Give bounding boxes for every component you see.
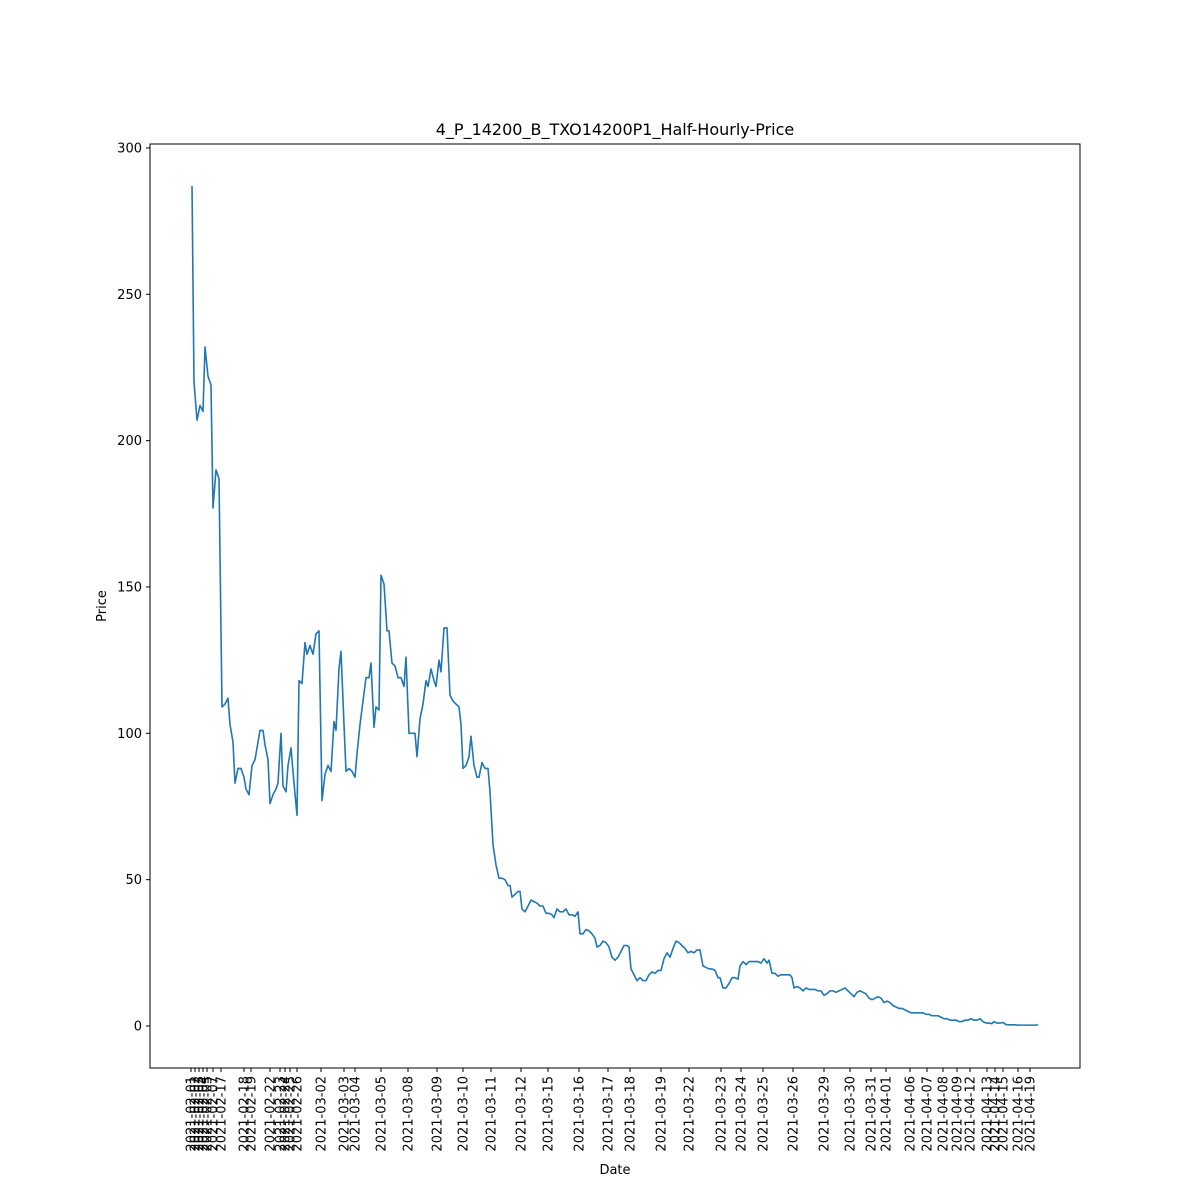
x-tick-label: 2021-02-22 (264, 1076, 279, 1152)
x-tick-label: 2021-02-18 (238, 1076, 253, 1152)
x-tick-label: 2021-03-15 (542, 1076, 557, 1152)
x-tick-label: 2021-03-16 (573, 1076, 588, 1152)
x-tick-label: 2021-02-03 (193, 1076, 208, 1152)
x-tick-label: 2021-02-05 (201, 1076, 216, 1152)
y-tick-label: 100 (117, 727, 142, 742)
x-tick-label: 2021-04-06 (904, 1076, 919, 1152)
x-tick-label: 2021-03-22 (683, 1076, 698, 1152)
y-axis-label: Price (95, 590, 110, 622)
x-tick-label: 2021-03-02 (315, 1076, 330, 1152)
x-tick-label: 2021-03-26 (787, 1076, 802, 1152)
x-tick-label: 2021-03-24 (735, 1076, 750, 1152)
x-tick-label: 2021-04-19 (1024, 1076, 1039, 1152)
plot-frame (149, 143, 1081, 1069)
y-tick-label: 150 (117, 580, 142, 595)
y-tick-label: 200 (117, 434, 142, 449)
y-tick-label: 250 (117, 288, 142, 303)
x-tick-label: 2021-02-04 (197, 1076, 212, 1152)
x-tick-label: 2021-03-29 (818, 1076, 833, 1152)
y-tick-label: 300 (117, 141, 142, 156)
x-tick-label: 2021-03-17 (602, 1076, 617, 1152)
x-tick-label: 2021-02-02 (189, 1076, 204, 1152)
x-tick-label: 2021-02-24 (279, 1076, 294, 1152)
x-tick-label: 2021-02-07 (207, 1076, 222, 1152)
x-tick-label: 2021-02-25 (284, 1076, 299, 1152)
x-tick-label: 2021-04-13 (981, 1076, 996, 1152)
x-tick-label: 2021-03-09 (431, 1076, 446, 1152)
y-tick-label: 0 (134, 1020, 142, 1035)
x-tick-label: 2021-04-09 (951, 1076, 966, 1152)
x-tick-label: 2021-04-08 (937, 1076, 952, 1152)
x-tick-label: 2021-04-14 (989, 1076, 1004, 1152)
x-tick-label: 2021-02-19 (245, 1076, 260, 1152)
x-tick-label: 2021-04-07 (921, 1076, 936, 1152)
x-tick-label: 2021-02-26 (291, 1076, 306, 1152)
x-axis-label: Date (599, 1163, 630, 1178)
x-tick-label: 2021-03-23 (715, 1076, 730, 1152)
x-tick-label: 2021-04-16 (1012, 1076, 1027, 1152)
chart-title: 4_P_14200_B_TXO14200P1_Half-Hourly-Price (436, 120, 795, 140)
line-series (191, 185, 1039, 1026)
x-tick-label: 2021-03-30 (844, 1076, 859, 1152)
x-tick-label: 2021-02-01 (185, 1076, 200, 1152)
x-tick-label: 2021-03-18 (624, 1076, 639, 1152)
x-tick-label: 2021-04-01 (880, 1076, 895, 1152)
x-tick-label: 2021-03-31 (865, 1076, 880, 1152)
x-tick-label: 2021-02-23 (274, 1076, 289, 1152)
x-tick-label: 2021-03-10 (457, 1076, 472, 1152)
x-tick-label: 2021-03-04 (349, 1076, 364, 1152)
x-tick-label: 2021-04-15 (997, 1076, 1012, 1152)
x-tick-label: 2021-03-12 (515, 1076, 530, 1152)
x-tick-label: 2021-03-11 (485, 1076, 500, 1152)
x-tick-label: 2021-03-19 (655, 1076, 670, 1152)
x-tick-label: 2021-04-12 (964, 1076, 979, 1152)
x-tick-label: 2021-03-03 (338, 1076, 353, 1152)
x-tick-label: 2021-02-17 (215, 1076, 230, 1152)
x-tick-label: 2021-03-25 (757, 1076, 772, 1152)
x-tick-label: 2021-03-08 (402, 1076, 417, 1152)
x-tick-label: 2021-03-05 (375, 1076, 390, 1152)
y-tick-label: 50 (125, 873, 142, 888)
